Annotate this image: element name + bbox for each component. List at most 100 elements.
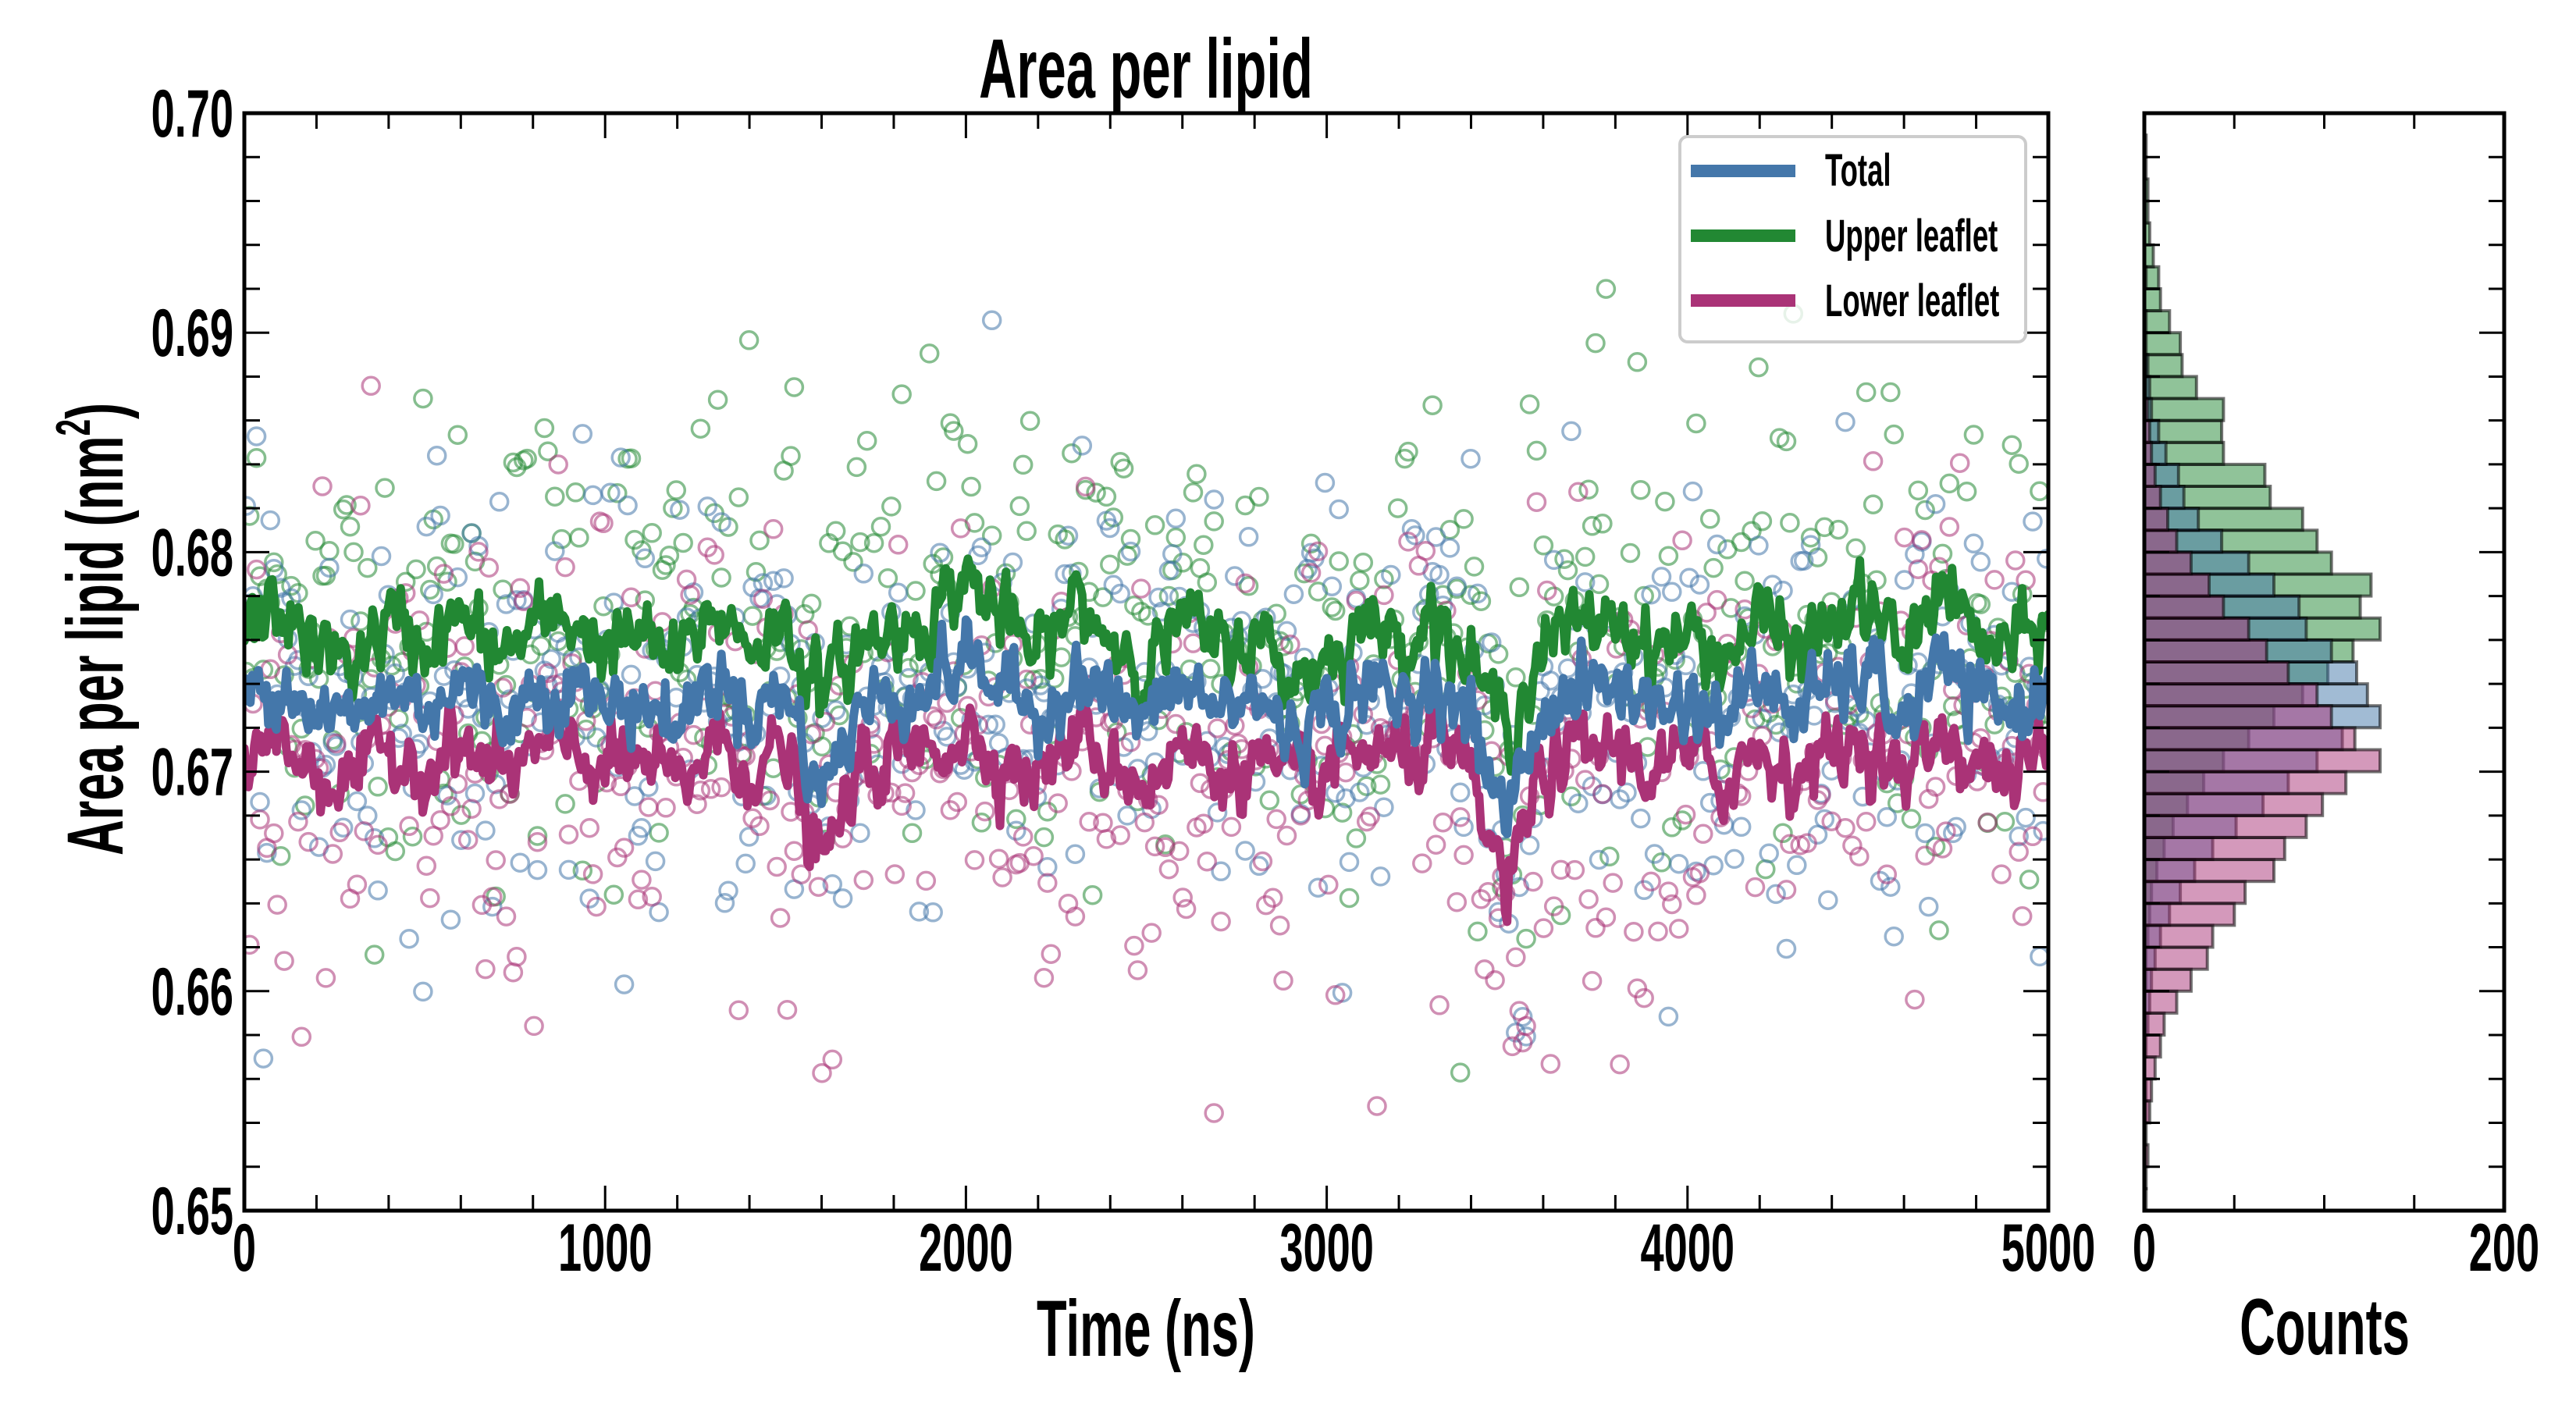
scatter-point-total [1350,782,1370,802]
scatter-point-upper-leaflet [1453,509,1474,529]
scatter-point-upper-leaflet [1620,542,1641,564]
scatter-point-upper-leaflet [832,541,853,561]
scatter-point-upper-leaflet [1353,552,1374,573]
scatter-point-upper-leaflet [1086,482,1106,503]
scatter-point-total [888,582,909,603]
scatter-point-upper-leaflet [1516,928,1536,949]
scatter-point-lower-leaflet [2005,550,2026,571]
scatter-point-upper-leaflet [971,813,992,833]
scatter-point-upper-leaflet [1752,510,1773,532]
scatter-point-upper-leaflet [1468,921,1488,942]
scatter-point-upper-leaflet [1780,513,1800,533]
scatter-point-lower-leaflet [288,811,308,832]
histogram-bar-lower-leaflet [2144,704,2333,730]
histogram-bar-lower-leaflet [2144,550,2193,576]
scatter-point-upper-leaflet [870,516,891,537]
scatter-point-lower-leaflet [1124,935,1144,956]
scatter-point-upper-leaflet [642,523,662,543]
scatter-point-total [1662,582,1682,603]
scatter-point-upper-leaflet [1055,529,1075,550]
scatter-point-upper-leaflet [728,487,749,507]
scatter-point-upper-leaflet [2001,435,2023,455]
scatter-point-total [635,548,656,569]
scatter-point-lower-leaflet [1079,812,1099,832]
scatter-point-total [763,571,784,592]
scatter-point-upper-leaflet [749,530,770,551]
histogram-bar-lower-leaflet [2144,945,2209,971]
scatter-point-total [1148,587,1169,608]
scatter-point-lower-leaflet [468,542,489,562]
scatter-point-total [541,649,562,670]
scatter-point-upper-leaflet [1631,479,1651,500]
scatter-point-total [437,785,457,806]
legend: Total Upper leaflet Lower leaflet [1678,135,2027,343]
scatter-point-total [416,516,437,537]
histogram-bar-upper-leaflet [2144,309,2172,335]
scatter-point-upper-leaflet [656,555,676,575]
scatter-point-lower-leaflet [1582,971,1603,991]
scatter-point-lower-leaflet [992,867,1012,887]
scatter-point-lower-leaflet [1023,845,1044,866]
scatter-point-total [1162,543,1183,564]
scatter-point-upper-leaflet [1703,557,1724,578]
histogram-bar-lower-leaflet [2144,858,2275,884]
scatter-point-upper-leaflet [246,447,267,468]
scatter-point-upper-leaflet [1387,498,1408,518]
scatter-point-lower-leaflet [1235,573,1255,594]
scatter-point-lower-leaflet [593,513,614,534]
scatter-point-lower-leaflet [350,495,371,516]
scatter-point-total [1204,489,1224,510]
histogram-x-tick-label: 200 [2469,1211,2539,1286]
line-layer [244,554,2048,927]
scatter-point-lower-leaflet [1877,864,1898,884]
scatter-point-upper-leaflet [1828,519,1848,540]
scatter-point-total [1589,849,1610,870]
scatter-point-upper-leaflet [1016,521,1037,542]
histogram-bar-upper-leaflet [2144,287,2162,313]
scatter-point-total [1946,816,1966,838]
scatter-point-upper-leaflet [1398,441,1418,462]
scatter-point-upper-leaflet [1582,516,1603,536]
scatter-point-lower-leaflet [322,844,343,864]
scatter-point-upper-leaflet [1293,563,1315,584]
scatter-point-total [632,818,652,838]
scatter-point-total [1800,535,1821,555]
scatter-point-lower-leaflet [420,887,440,909]
scatter-point-total [399,928,419,949]
scatter-point-lower-leaflet [1592,784,1613,805]
scatter-point-lower-leaflet [291,1026,312,1048]
scatter-point-lower-leaflet [884,864,906,884]
scatter-point-total [930,542,950,563]
scatter-point-upper-leaflet [1585,333,1606,354]
scatter-point-lower-leaflet [479,557,500,578]
scatter-point-total [333,817,354,838]
scatter-point-total [1468,583,1488,604]
scatter-point-lower-leaflet [1856,811,1877,832]
y-axis-label: Area per lipid (nm2) [46,403,140,855]
scatter-point-lower-leaflet [926,709,947,730]
scatter-point-lower-leaflet [555,557,575,578]
scatter-point-upper-leaflet [1561,786,1582,807]
scatter-point-upper-leaflet [846,457,867,478]
scatter-point-upper-leaflet [527,826,548,846]
scatter-point-lower-leaflet [1506,947,1526,968]
scatter-point-total [774,568,794,589]
scatter-point-total [1918,896,1939,917]
x-tick-label: 3000 [1279,1211,1374,1286]
scatter-point-upper-leaflet [1249,486,1269,507]
scatter-point-upper-leaflet [1509,577,1530,598]
scatter-point-total [1561,421,1582,442]
scatter-point-lower-leaflet [1537,580,1557,601]
scatter-point-upper-leaflet [1325,600,1346,621]
scatter-point-upper-leaflet [395,571,416,592]
scatter-point-total [645,851,666,872]
scatter-point-upper-leaflet [1735,571,1755,591]
scatter-point-total [319,557,340,578]
histogram-bar-lower-leaflet [2144,507,2169,532]
histogram-bar-lower-leaflet [2144,682,2319,708]
scatter-point-total [1894,570,1915,590]
histogram-bar-lower-leaflet [2144,638,2268,664]
scatter-point-lower-leaflet [361,375,381,397]
scatter-point-lower-leaflet [2008,841,2029,863]
scatter-point-lower-leaflet [475,959,496,980]
